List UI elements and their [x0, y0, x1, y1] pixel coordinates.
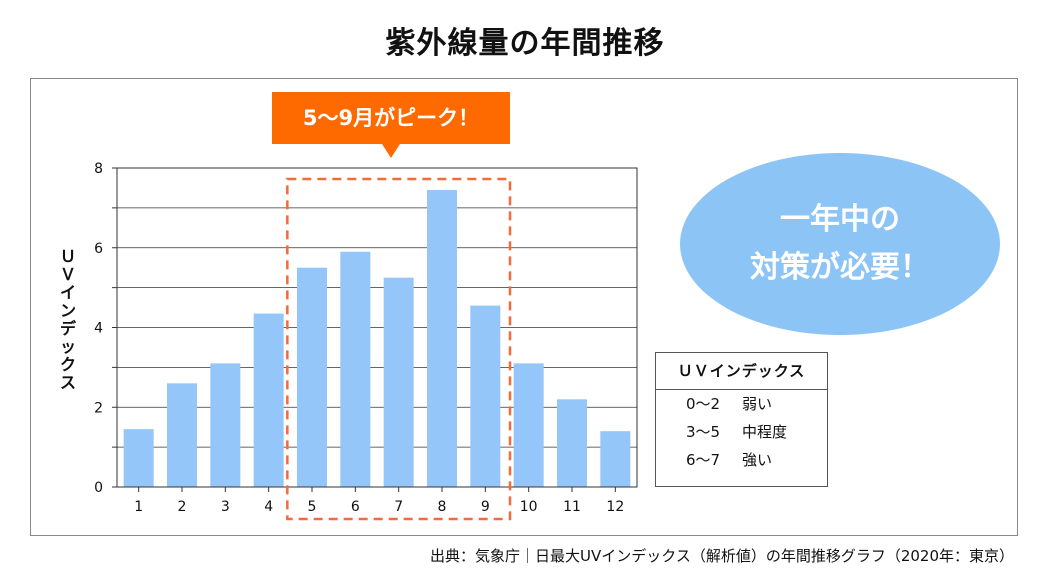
bar — [383, 277, 414, 487]
y-tick-label: 8 — [94, 161, 103, 177]
bar — [210, 363, 241, 487]
plot-border — [116, 167, 638, 488]
y-tick-label: 0 — [94, 480, 103, 496]
x-tick-label: 10 — [520, 499, 538, 515]
page-title: 紫外線量の年間推移 — [385, 26, 665, 61]
bar — [557, 399, 587, 487]
x-tick-label: 6 — [351, 499, 360, 515]
peak-highlight-box — [286, 177, 512, 521]
bar — [470, 305, 501, 487]
bar — [513, 363, 544, 487]
bubble-line-1: 一年中の — [780, 202, 900, 237]
x-tick-label: 4 — [264, 499, 273, 515]
bar — [123, 429, 154, 487]
x-tick-label: 9 — [481, 499, 490, 515]
bar — [167, 383, 197, 487]
legend-range: 3～5 — [686, 423, 721, 441]
y-tick-label: 2 — [94, 400, 103, 416]
uv-legend: ＵＶインデックス 0～2 弱い 3～5 中程度 6～7 強い — [655, 352, 828, 487]
y-axis-label: ＵＶインデックス — [60, 247, 77, 392]
bar — [427, 189, 457, 487]
bar — [297, 267, 327, 487]
legend-label: 弱い — [742, 395, 773, 413]
advice-bubble: 一年中の 対策が必要！ — [680, 153, 1000, 335]
x-tick-label: 8 — [438, 499, 447, 515]
peak-callout: 5～9月がピーク！ — [272, 92, 510, 144]
legend-row: 6～7 強い — [656, 446, 827, 474]
bar — [340, 251, 371, 487]
source-note: 出典：気象庁｜日最大UVインデックス（解析値）の年間推移グラフ（2020年：東京… — [430, 547, 1014, 565]
x-tick-label: 5 — [308, 499, 317, 515]
x-tick-label: 11 — [563, 499, 581, 515]
y-tick-label: 4 — [94, 321, 103, 337]
chart-frame — [30, 78, 1018, 536]
legend-range: 0～2 — [686, 395, 721, 413]
legend-label: 強い — [742, 451, 773, 469]
legend-range: 6～7 — [686, 451, 721, 469]
bar — [600, 431, 631, 487]
x-tick-label: 7 — [394, 499, 403, 515]
legend-row: 3～5 中程度 — [656, 418, 827, 446]
y-tick-label: 6 — [94, 241, 103, 257]
bar — [253, 313, 284, 487]
x-tick-label: 3 — [221, 499, 230, 515]
legend-title: ＵＶインデックス — [656, 353, 827, 390]
x-tick-label: 1 — [134, 499, 143, 515]
bubble-line-2: 対策が必要！ — [750, 250, 930, 285]
callout-arrow-icon — [382, 144, 400, 158]
legend-row: 0～2 弱い — [656, 390, 827, 418]
x-tick-label: 12 — [606, 499, 624, 515]
x-tick-label: 2 — [178, 499, 187, 515]
legend-label: 中程度 — [742, 423, 788, 441]
